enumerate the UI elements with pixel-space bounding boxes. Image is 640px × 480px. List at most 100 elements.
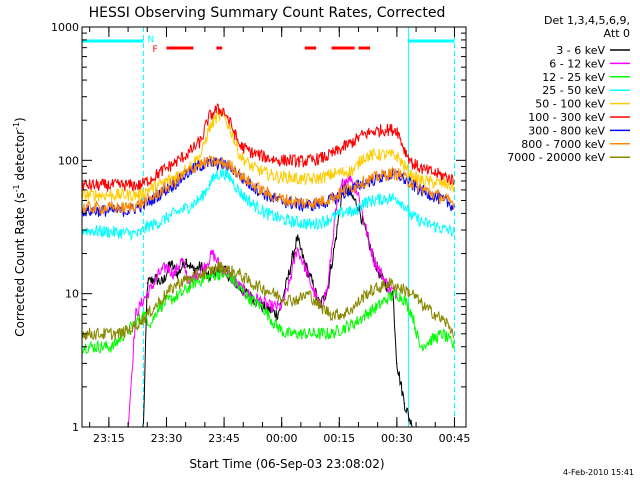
x-tick-label: 00:45 [439, 432, 471, 445]
data-point [250, 165, 252, 168]
data-point [327, 287, 329, 289]
data-point [354, 140, 356, 142]
data-point [411, 215, 413, 217]
data-point [188, 205, 191, 208]
data-point [200, 140, 202, 142]
data-point [423, 222, 425, 224]
x-axis-label: Start Time (06-Sep-03 23:08:02) [189, 457, 384, 471]
data-point [423, 169, 425, 171]
data-point [342, 313, 344, 315]
data-point [296, 237, 298, 239]
data-point [277, 197, 279, 199]
data-point [142, 313, 145, 315]
data-point [384, 197, 386, 199]
data-point [231, 165, 233, 168]
data-point [346, 171, 348, 173]
data-point [354, 322, 356, 324]
data-point [311, 202, 313, 204]
data-point [181, 259, 183, 261]
data-point [200, 273, 202, 275]
data-point [215, 116, 217, 118]
series-line [82, 172, 397, 428]
data-point [311, 287, 313, 289]
data-point [400, 287, 402, 289]
data-point [208, 184, 210, 186]
data-point [169, 262, 171, 264]
data-point [139, 184, 141, 186]
data-point [323, 176, 325, 178]
data-point [192, 269, 194, 271]
data-point [150, 287, 152, 289]
data-point [154, 305, 156, 308]
data-point [392, 172, 394, 174]
data-point [380, 273, 383, 275]
data-point [277, 217, 279, 219]
chart-title: HESSI Observing Summary Count Rates, Cor… [89, 5, 446, 21]
data-point [288, 282, 290, 284]
data-point [139, 194, 141, 196]
plot-frame [81, 26, 467, 428]
data-point [265, 212, 267, 214]
data-point [430, 339, 433, 341]
data-point [403, 402, 406, 405]
legend-header-line1: Det 1,3,4,5,6,9, [544, 14, 630, 27]
data-point [146, 189, 148, 191]
data-point [288, 220, 290, 222]
data-point [238, 154, 241, 156]
data-point [403, 299, 406, 301]
data-point [388, 282, 390, 284]
data-point [334, 215, 337, 217]
data-point [211, 252, 214, 255]
footer-timestamp: 4-Feb-2010 15:41 [563, 468, 634, 477]
data-point [300, 178, 302, 180]
data-point [304, 265, 306, 268]
data-point [215, 273, 217, 275]
data-point [185, 174, 187, 176]
data-point [146, 282, 148, 284]
x-tick-label: 00:00 [266, 432, 298, 445]
data-point [127, 209, 129, 212]
data-point [331, 313, 333, 315]
data-point [250, 299, 252, 301]
data-point [365, 229, 367, 231]
data-point [396, 129, 398, 131]
data-point [307, 293, 310, 295]
data-point [238, 191, 241, 193]
data-point [158, 273, 160, 275]
series-7000-20000-kev [81, 261, 456, 341]
data-point [231, 277, 233, 280]
data-point [365, 313, 367, 315]
data-point [380, 174, 383, 177]
data-point [288, 176, 290, 178]
series-line [81, 103, 455, 192]
data-point [373, 154, 375, 156]
data-point [139, 233, 141, 235]
series-100-300-kev [81, 103, 456, 192]
legend-label: 25 - 50 keV [542, 84, 605, 97]
x-axis: 23:15 23:30 23:45 00:00 00:15 00:30 00:45 [89, 27, 471, 445]
data-point [223, 115, 225, 117]
data-point [254, 185, 256, 187]
data-point [188, 151, 191, 153]
data-point [296, 247, 298, 249]
data-point [284, 299, 287, 301]
data-point [396, 197, 398, 199]
data-point [150, 322, 152, 324]
data-point [392, 174, 394, 176]
data-point [419, 189, 421, 191]
data-point [196, 164, 198, 166]
data-point [361, 156, 363, 159]
data-point [208, 116, 210, 118]
data-point [323, 156, 325, 159]
legend-header-line2: Att 0 [604, 27, 630, 40]
x-tick-label: 23:15 [93, 432, 125, 445]
data-point [265, 156, 267, 159]
data-point [311, 178, 313, 180]
data-point [277, 159, 279, 161]
data-point [238, 287, 241, 289]
data-point [334, 172, 337, 174]
data-point [127, 207, 129, 209]
data-point [334, 240, 337, 242]
data-point [396, 155, 398, 157]
y-tick-label: 1 [72, 421, 79, 434]
